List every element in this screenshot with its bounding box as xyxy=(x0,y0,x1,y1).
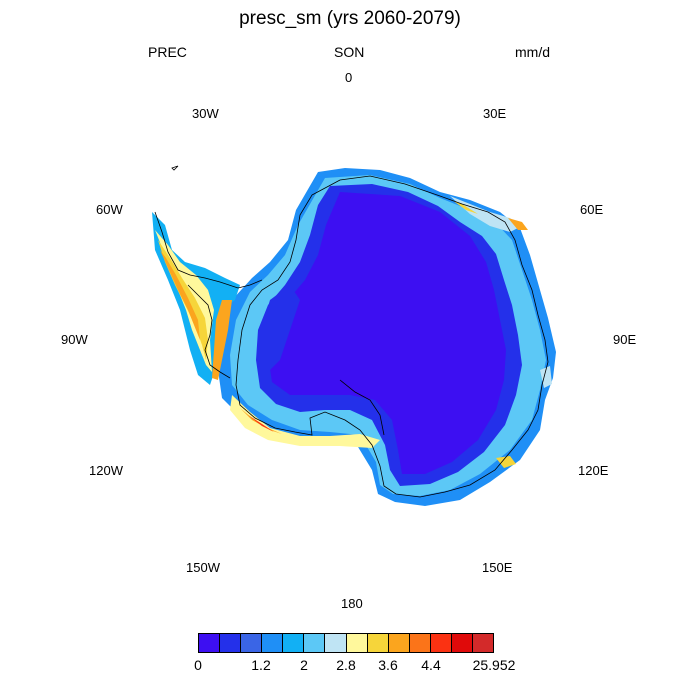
colorbar-segment xyxy=(388,634,410,652)
variable-label: PREC xyxy=(148,44,187,60)
lon-label-90w: 90W xyxy=(61,332,88,347)
colorbar-tick: 4.4 xyxy=(421,657,441,673)
lon-label-30e: 30E xyxy=(483,106,507,121)
colorbar xyxy=(198,633,494,653)
colorbar-tick: 2 xyxy=(300,657,308,673)
colorbar-segment xyxy=(199,634,221,652)
colorbar-tick: 1.2 xyxy=(251,657,271,673)
colorbar-segment xyxy=(304,634,326,652)
colorbar-tick: 3.6 xyxy=(378,657,398,673)
colorbar-tick: 2.8 xyxy=(336,657,356,673)
lon-label-150w: 150W xyxy=(186,560,220,575)
units-label: mm/d xyxy=(515,44,550,60)
colorbar-segment xyxy=(451,634,474,652)
colorbar-segment xyxy=(473,634,494,652)
lon-label-90e: 90E xyxy=(613,332,637,347)
season-label: SON xyxy=(334,44,365,60)
colorbar-tick: 0 xyxy=(194,657,202,673)
colorbar-segment xyxy=(325,634,347,652)
lon-label-120e: 120E xyxy=(578,463,609,478)
interior-precip-field xyxy=(256,184,522,486)
colorbar-segment xyxy=(220,634,242,652)
colorbar-segment xyxy=(262,634,284,652)
colorbar-segment xyxy=(367,634,389,652)
lon-label-180: 180 xyxy=(341,596,363,611)
colorbar-segment xyxy=(346,634,368,652)
lon-label-150e: 150E xyxy=(482,560,513,575)
colorbar-segment xyxy=(430,634,452,652)
colorbar-segment xyxy=(241,634,263,652)
plot-title: presc_sm (yrs 2060-2079) xyxy=(239,8,461,29)
lon-label-60e: 60E xyxy=(580,202,604,217)
colorbar-segment xyxy=(283,634,305,652)
coastline xyxy=(154,165,549,498)
lon-label-120w: 120W xyxy=(89,463,123,478)
lon-label-60w: 60W xyxy=(96,202,123,217)
lon-label-0: 0 xyxy=(345,70,353,85)
colorbar-segment xyxy=(409,634,431,652)
colorbar-tick: 25.952 xyxy=(472,657,516,673)
lon-label-30w: 30W xyxy=(192,106,219,121)
